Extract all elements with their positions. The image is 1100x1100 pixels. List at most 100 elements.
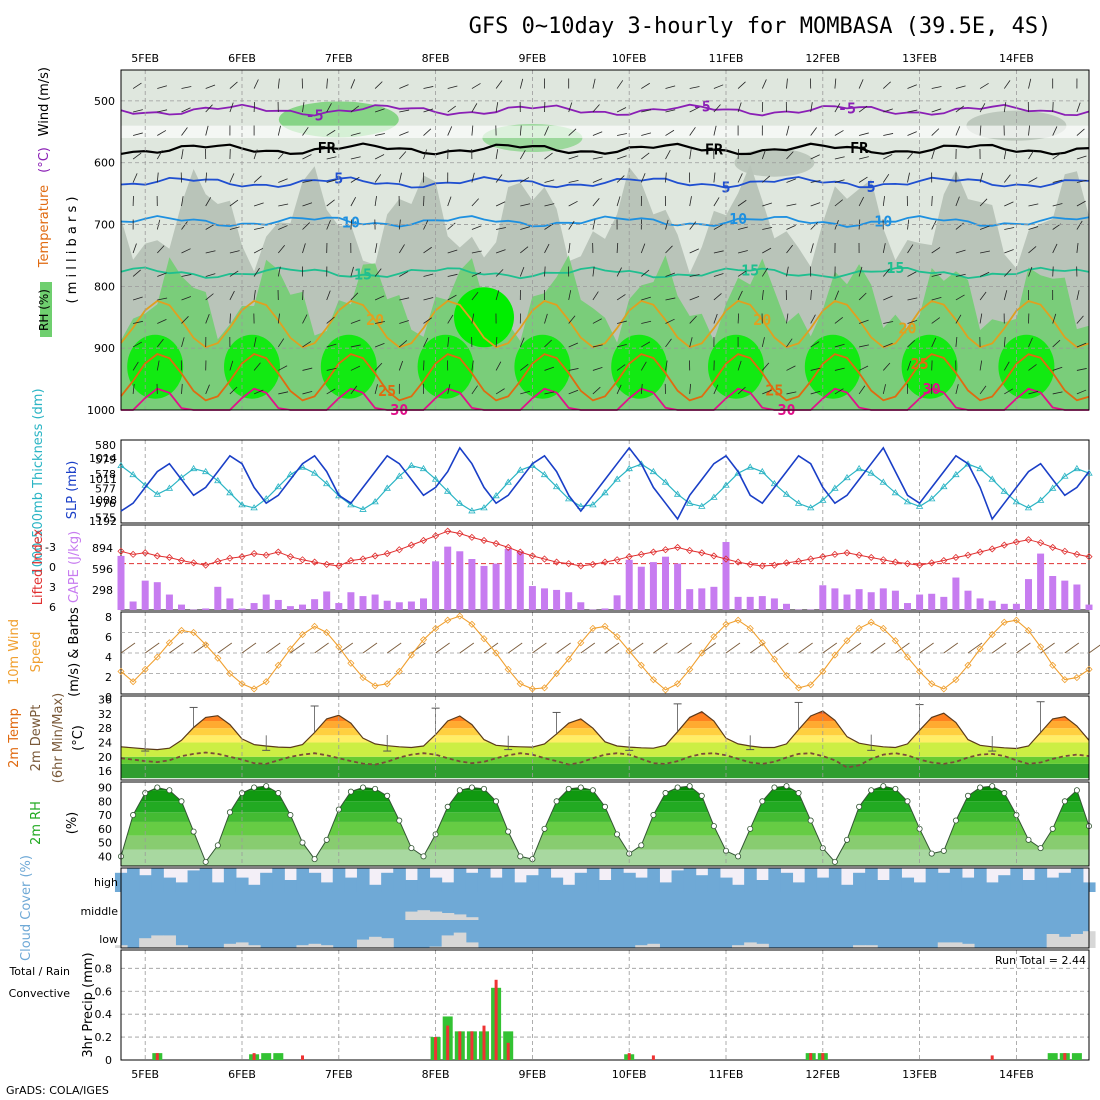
temp-band (121, 756, 1089, 764)
wind-barb (568, 368, 579, 371)
wind-barb (471, 272, 482, 277)
rh-marker (384, 792, 391, 799)
wind-barb (132, 383, 135, 394)
temp-tick: 36 (98, 694, 112, 707)
precip-convective-bar (494, 979, 498, 1060)
lifted-marker (831, 550, 839, 558)
pressure-tick: 700 (94, 219, 115, 232)
wind-marker (528, 685, 536, 693)
wind-barb (979, 313, 983, 324)
date-label-bottom: 12FEB (805, 1068, 840, 1081)
cape-bar (843, 594, 851, 610)
wind-barb (616, 155, 627, 160)
lifted-marker (674, 543, 682, 551)
wind-barb (907, 339, 916, 348)
wind-barb (713, 250, 724, 254)
cape-bar (758, 596, 766, 610)
wind-barb (761, 362, 770, 371)
wind-barb (846, 642, 862, 654)
wind-barb (205, 125, 209, 136)
rh-marker (735, 853, 742, 860)
wind-barb (447, 126, 453, 136)
cloud-high-bar (986, 882, 999, 892)
wind-barb (471, 83, 481, 89)
wind-barb (302, 390, 313, 395)
wind-barb (520, 246, 529, 254)
cloud-high-bar (840, 884, 854, 892)
lifted-marker (976, 548, 984, 556)
lifted-marker (359, 555, 367, 563)
wind-barb (810, 289, 812, 300)
wind-marker (940, 685, 948, 693)
wind-barb (810, 390, 821, 395)
wind-tick: 4 (105, 651, 112, 664)
thickness-marker (250, 504, 258, 511)
precip-convective-bar (506, 1042, 510, 1060)
precip-tick: 0.2 (95, 1031, 113, 1044)
cloud-high-bar (719, 877, 733, 892)
cape-bar (1049, 576, 1057, 610)
cloud-low-bar (465, 942, 479, 948)
wind-barb (471, 172, 475, 183)
precip-axis-label: 3hr Precip (mm) (81, 952, 96, 1057)
cloud-high-bar (659, 882, 673, 892)
cloud-middle-bar (453, 914, 467, 920)
rh-marker (214, 842, 221, 849)
wind-barb (592, 156, 603, 160)
cloud-middle-bar (417, 910, 431, 920)
thickness-marker (214, 476, 222, 484)
wind-barb (495, 269, 504, 277)
cloud-low-bar (369, 936, 382, 948)
cape-bar (819, 585, 827, 610)
wind-marker (540, 684, 549, 692)
wind-barb (979, 172, 984, 183)
thickness-marker (758, 467, 767, 475)
rh-marker (698, 792, 705, 799)
cloud-middle-bar (405, 911, 418, 920)
wind-barb (302, 367, 313, 371)
wind-barb (205, 250, 216, 254)
wind-barb (834, 199, 843, 207)
wind-barb (677, 642, 692, 654)
thickness-tick: 580 (95, 439, 116, 452)
cape-bar (480, 565, 488, 610)
lifted-marker (879, 556, 887, 564)
pressure-tick: 900 (94, 342, 115, 355)
wind-barb (1028, 337, 1033, 348)
cape-bar (1037, 553, 1045, 610)
date-label-bottom: 11FEB (709, 1068, 744, 1081)
rh-band (121, 835, 1089, 850)
wind-barb (229, 313, 231, 324)
thickness-marker (310, 469, 319, 476)
temperature-line (120, 710, 1090, 751)
wind-barb (737, 313, 740, 324)
wind-barb (907, 360, 912, 371)
wind-barb (265, 642, 281, 654)
wind-barb (181, 127, 188, 136)
cloud-low-bar (732, 945, 745, 948)
wind-barb (955, 384, 959, 395)
date-label-top: 7FEB (325, 52, 353, 65)
thickness-marker (201, 467, 210, 475)
wind-barb (423, 317, 432, 324)
wind-barb (689, 196, 692, 207)
wind-barb (834, 343, 845, 348)
wind-marker (214, 654, 222, 662)
cloud-high-bar (151, 868, 164, 892)
lifted-marker (165, 553, 173, 562)
wind-barb (689, 248, 699, 254)
wind-barb (592, 198, 600, 207)
lifted-marker (637, 550, 645, 558)
rh-marker (202, 858, 209, 865)
cloud-low-bar (175, 945, 189, 948)
slp-line (120, 446, 1090, 521)
wind-barb (738, 226, 748, 230)
wind-barb (374, 384, 378, 395)
lifted-marker (298, 556, 307, 564)
thickness-marker (1048, 484, 1057, 491)
temp-band (121, 721, 1089, 729)
wind-barb (592, 344, 603, 348)
wind-barb (689, 337, 693, 348)
wind-barb (689, 383, 692, 394)
cape-bar (456, 551, 464, 610)
